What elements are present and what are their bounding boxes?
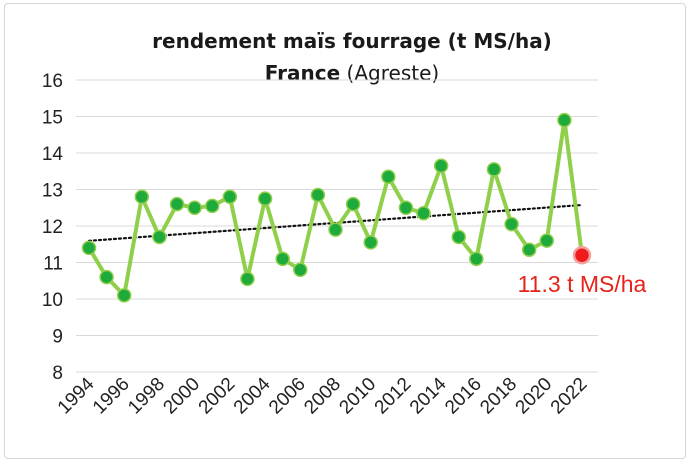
y-tick-label: 12: [42, 217, 63, 238]
y-tick-label: 9: [52, 327, 63, 348]
y-tick-label: 16: [42, 71, 63, 92]
x-tick-label: 2016: [441, 374, 486, 419]
chart-title: rendement maïs fourrage (t MS/ha): [152, 29, 552, 53]
data-point: [398, 200, 414, 215]
x-tick-label: 2020: [512, 374, 557, 419]
y-tick-label: 14: [42, 144, 64, 165]
series-line: [87, 118, 584, 298]
chart-subtitle: France (Agreste): [265, 61, 439, 85]
data-point: [469, 251, 484, 267]
x-tick-label: 2012: [371, 374, 416, 419]
x-tick-label: 2000: [159, 374, 204, 419]
x-tick-label: 2004: [230, 373, 275, 418]
y-tick-label: 10: [42, 290, 63, 311]
x-tick-label: 1998: [124, 374, 169, 419]
data-point: [345, 196, 361, 212]
chart-subtitle-rest: (Agreste): [340, 61, 439, 85]
x-tick-label: 2022: [547, 374, 592, 419]
data-point: [81, 240, 97, 256]
data-point: [416, 205, 431, 221]
x-tick-label: 2018: [476, 374, 521, 419]
y-tick-label: 8: [52, 363, 63, 384]
x-axis-ticks: 1994199619982000200220042006200820102012…: [54, 373, 592, 418]
data-point: [328, 222, 343, 237]
data-point: [205, 198, 220, 214]
x-tick-label: 2002: [195, 374, 240, 419]
x-tick-label: 2010: [336, 374, 381, 419]
data-point: [433, 158, 449, 174]
x-tick-label: 2006: [265, 374, 310, 419]
data-point: [363, 235, 378, 250]
data-point: [293, 262, 308, 278]
data-point: [504, 216, 519, 232]
data-point: [521, 242, 537, 257]
data-point: [99, 269, 114, 285]
data-point: [310, 187, 326, 203]
y-tick-label: 11: [43, 254, 63, 275]
highlight-label: 11.3 t MS/ha: [518, 271, 647, 297]
x-tick-label: 2014: [406, 373, 451, 418]
data-point: [169, 196, 185, 212]
series-layer: [87, 118, 584, 298]
data-point: [222, 189, 238, 205]
data-point: [486, 162, 502, 177]
data-point: [539, 233, 555, 248]
highlight-point: [572, 245, 592, 265]
y-tick-label: 13: [42, 181, 63, 202]
data-point: [116, 288, 132, 303]
data-points: [81, 112, 592, 303]
x-tick-label: 2008: [300, 374, 345, 419]
data-point: [240, 271, 255, 287]
chart-frame: [4, 3, 686, 459]
data-point: [557, 112, 572, 128]
chart-subtitle-bold: France: [265, 61, 340, 85]
y-axis-ticks: 8 9 10 11 12 13 14 15 16: [42, 71, 64, 384]
data-point: [275, 251, 290, 267]
data-point: [152, 229, 167, 245]
x-tick-label: 1996: [89, 374, 134, 419]
data-point: [187, 200, 202, 215]
data-point: [381, 169, 396, 184]
y-tick-label: 15: [42, 108, 63, 129]
data-point: [451, 229, 466, 245]
data-point: [134, 189, 150, 205]
data-point: [257, 191, 273, 206]
